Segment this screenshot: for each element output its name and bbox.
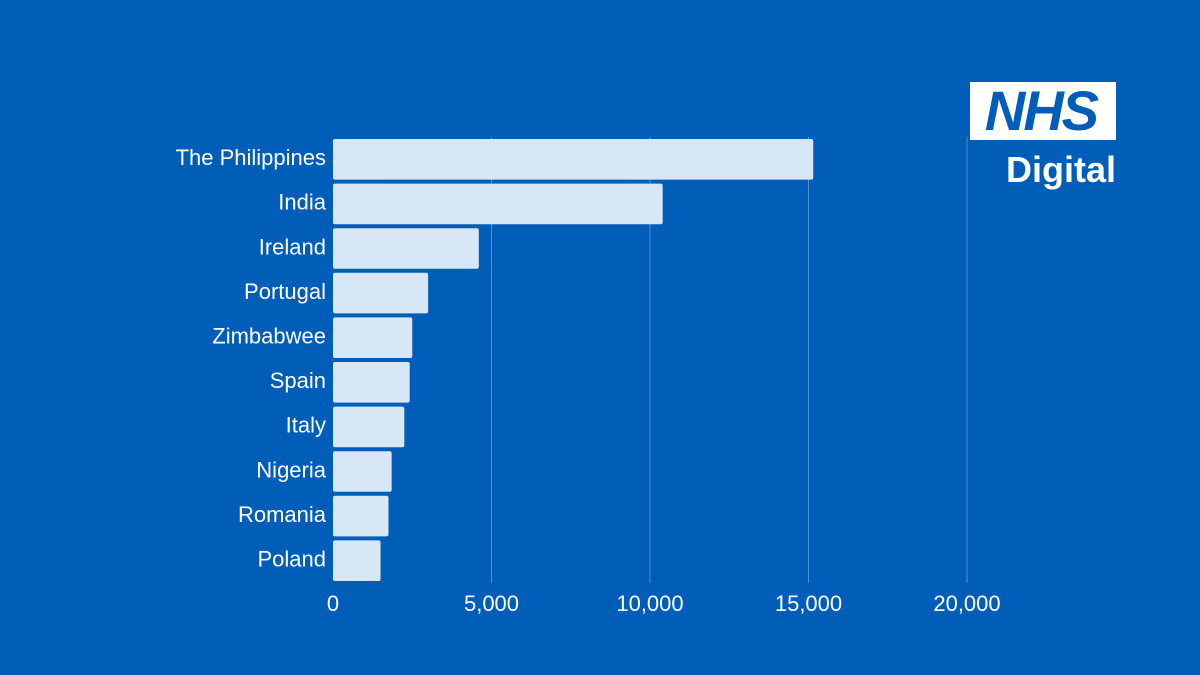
bar — [333, 228, 479, 269]
bars — [333, 139, 814, 581]
category-label: The Philippines — [176, 145, 326, 170]
category-label: Ireland — [259, 234, 326, 259]
bar — [333, 540, 381, 581]
nhs-logo-box: NHS — [970, 82, 1116, 140]
logo-subtitle: Digital — [1005, 149, 1116, 190]
bar — [333, 272, 429, 314]
x-tick-label: 0 — [327, 591, 339, 616]
category-label: Nigeria — [256, 457, 326, 482]
category-label: Zimbabwee — [212, 324, 326, 349]
category-label: Italy — [286, 413, 326, 438]
category-label: Portugal — [244, 279, 326, 304]
x-tick-label: 5,000 — [464, 591, 519, 616]
bar — [333, 362, 410, 403]
category-label: India — [278, 190, 326, 215]
category-label: Poland — [257, 547, 326, 572]
nhs-digital-logo: NHS Digital — [970, 82, 1116, 190]
bar — [333, 317, 413, 358]
x-tick-label: 15,000 — [775, 591, 842, 616]
category-labels: The Philippines India Ireland Portugal Zimba… — [176, 145, 327, 571]
bar — [333, 139, 814, 180]
bar — [333, 451, 392, 492]
bar — [333, 406, 405, 448]
bar — [333, 495, 389, 537]
x-tick-label: 20,000 — [933, 591, 1000, 616]
nhs-logo-mark: NHS — [984, 79, 1099, 142]
x-tick-label: 10,000 — [616, 591, 683, 616]
bar — [333, 183, 663, 225]
x-axis-tick-labels: 0 5,000 10,000 15,000 20,000 — [327, 591, 1001, 616]
category-label: Romania — [238, 502, 327, 527]
category-label: Spain — [270, 368, 326, 393]
